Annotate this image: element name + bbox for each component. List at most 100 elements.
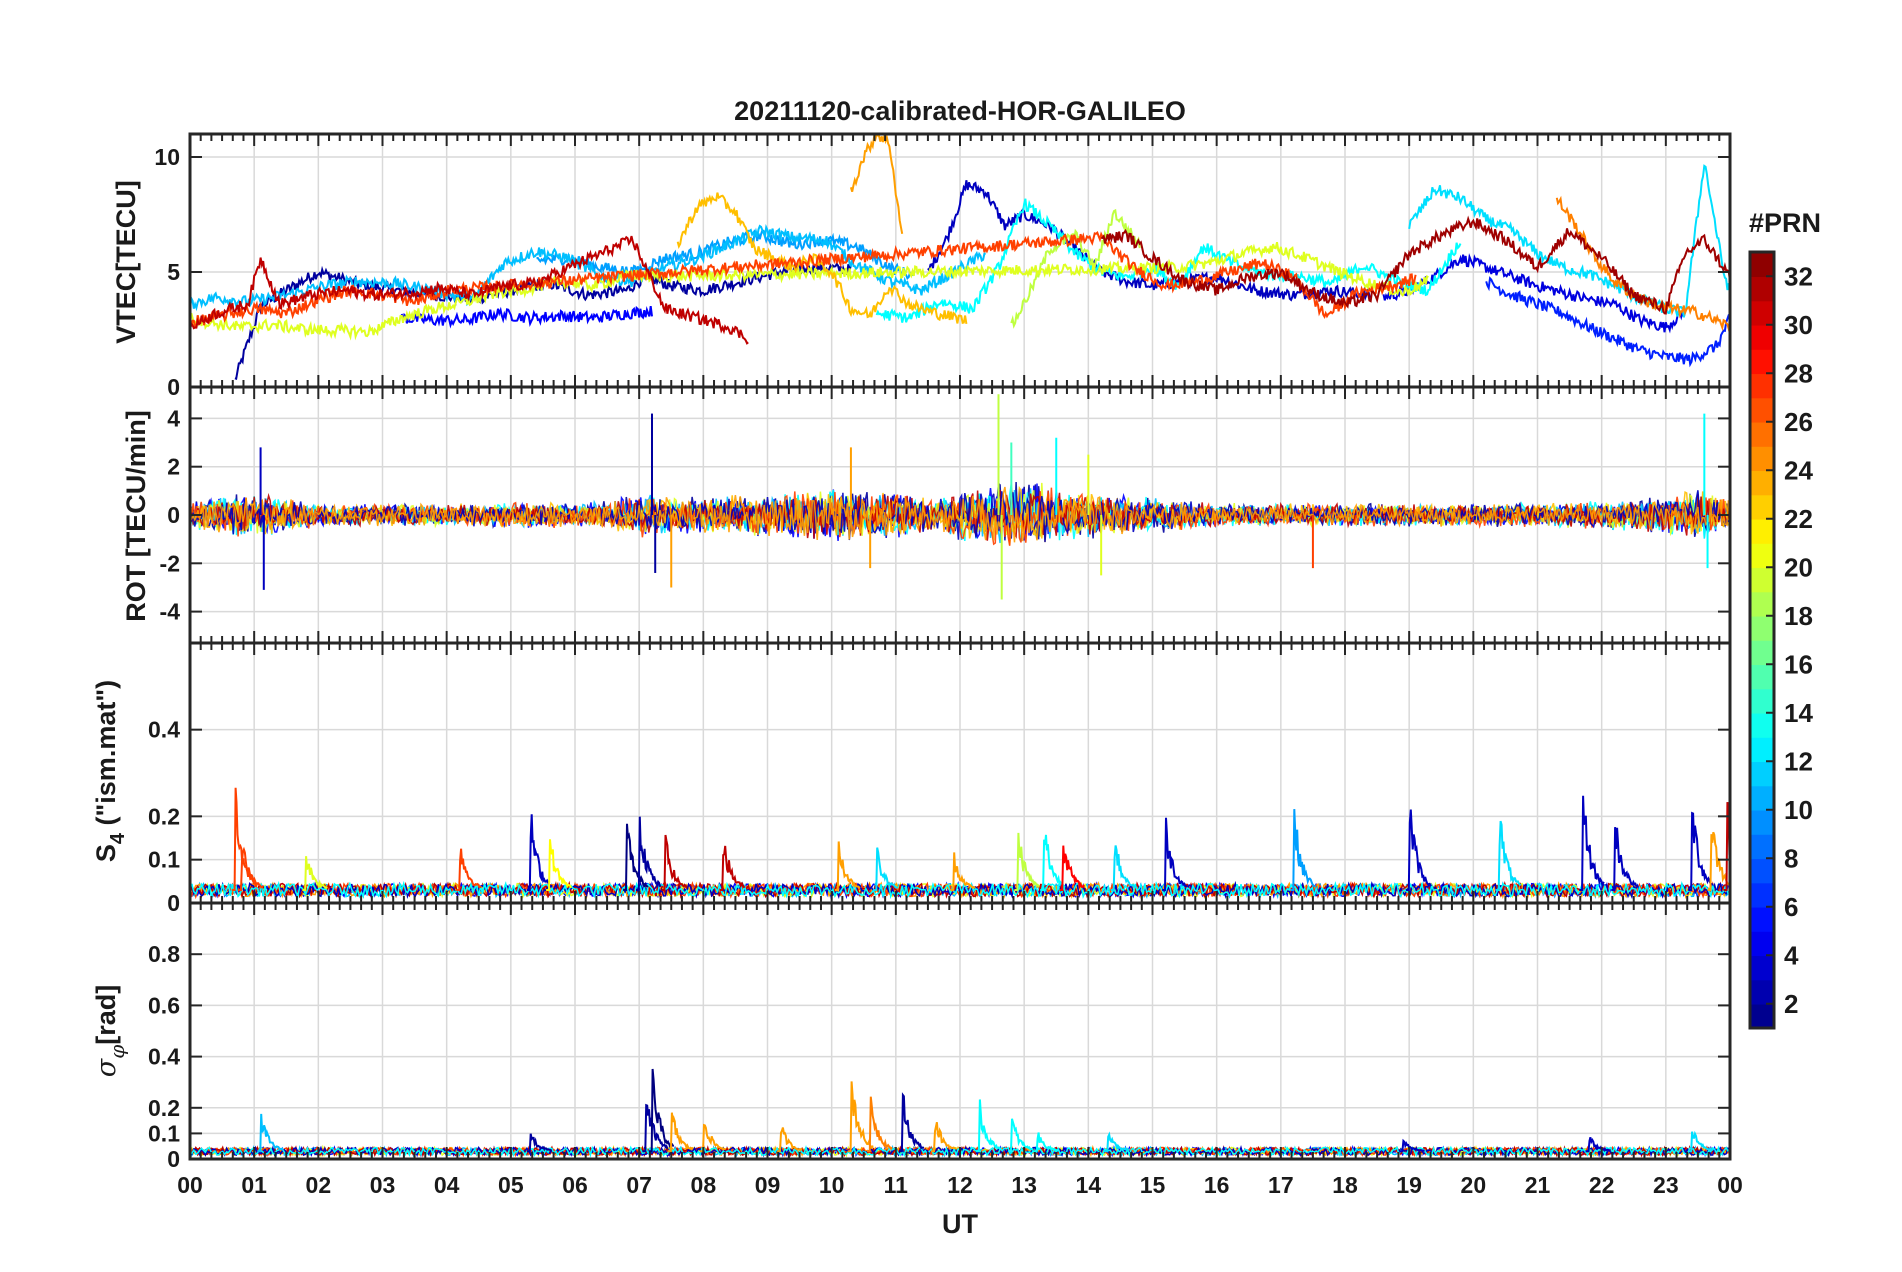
spike-prn-25 bbox=[867, 1096, 893, 1153]
spike-prn-13 bbox=[1033, 1132, 1059, 1153]
spike-prn-1 bbox=[623, 823, 649, 891]
y-tick-label: 0.1 bbox=[148, 847, 180, 873]
x-tick-label: 19 bbox=[1396, 1172, 1422, 1198]
colorbar-tick-label: 8 bbox=[1784, 843, 1798, 873]
spike-prn-12 bbox=[1110, 845, 1137, 891]
x-tick-label: 23 bbox=[1653, 1172, 1679, 1198]
spike-prn-12 bbox=[873, 847, 899, 891]
y-tick-label: 5 bbox=[167, 259, 180, 285]
spike-prn-3 bbox=[1406, 809, 1432, 891]
y-tick-label: 0.2 bbox=[148, 803, 180, 829]
spike-prn-3 bbox=[1585, 1137, 1611, 1153]
ylabel-sigma-phi: σφ[rad] bbox=[91, 985, 129, 1077]
ylabel-vtec: VTEC[TECU] bbox=[111, 180, 141, 344]
colorbar-title: #PRN bbox=[1749, 208, 1821, 238]
colorbar-segment bbox=[1750, 906, 1774, 932]
x-tick-label: 22 bbox=[1589, 1172, 1615, 1198]
colorbar-segment bbox=[1750, 276, 1774, 302]
colorbar-segment bbox=[1750, 252, 1774, 278]
x-tick-label: 00 bbox=[1717, 1172, 1743, 1198]
colorbar-segment bbox=[1750, 543, 1774, 569]
spike-prn-12 bbox=[1495, 820, 1522, 891]
colorbar-segment bbox=[1750, 397, 1774, 423]
plot-data bbox=[190, 134, 1730, 1158]
colorbar-segment bbox=[1750, 1003, 1774, 1029]
y-tick-label: 0.8 bbox=[148, 941, 180, 967]
panel-3-series bbox=[190, 1068, 1729, 1158]
axes-frames bbox=[188, 132, 1732, 1161]
y-tick-label: 0.2 bbox=[148, 1095, 180, 1121]
spike-prn-29 bbox=[1059, 845, 1086, 891]
spike-prn-11 bbox=[257, 1113, 284, 1153]
spike-prn-19 bbox=[1014, 832, 1040, 891]
vtec-series-prn-25 bbox=[1555, 195, 1730, 332]
colorbar-segment bbox=[1750, 979, 1774, 1005]
y-tick-label: 4 bbox=[167, 405, 180, 431]
colorbar-segment bbox=[1750, 567, 1774, 593]
x-tick-label: 21 bbox=[1525, 1172, 1551, 1198]
y-tick-label: 2 bbox=[167, 454, 180, 480]
spike-prn-20 bbox=[302, 856, 328, 891]
series-prn-13 bbox=[190, 880, 1729, 900]
y-tick-label: 0 bbox=[167, 890, 180, 916]
colorbar-tick-label: 16 bbox=[1784, 649, 1813, 679]
spike-prn-24 bbox=[931, 1121, 957, 1153]
colorbar-segment bbox=[1750, 858, 1774, 884]
colorbar-tick-label: 10 bbox=[1784, 795, 1813, 825]
vtec-series-prn-5 bbox=[400, 305, 653, 329]
spike-prn-2 bbox=[899, 1092, 925, 1153]
x-tick-label: 15 bbox=[1140, 1172, 1166, 1198]
colorbar-tick-label: 14 bbox=[1784, 698, 1813, 728]
x-tick-label: 00 bbox=[177, 1172, 203, 1198]
spike-prn-12 bbox=[1104, 1131, 1130, 1153]
colorbar-tick-label: 2 bbox=[1784, 989, 1798, 1019]
y-tick-label: 0.6 bbox=[148, 992, 180, 1018]
colorbar-segment bbox=[1750, 349, 1774, 375]
vtec-series-prn-24 bbox=[849, 134, 904, 234]
spike-prn-27 bbox=[231, 787, 258, 891]
spike-prn-31 bbox=[661, 834, 688, 891]
x-tick-label: 10 bbox=[819, 1172, 845, 1198]
colorbar-segment bbox=[1750, 761, 1774, 787]
x-tick-label: 14 bbox=[1076, 1172, 1102, 1198]
spike-prn-10 bbox=[1290, 809, 1317, 891]
spike-prn-2 bbox=[642, 1103, 669, 1153]
spike-prn-3 bbox=[1688, 811, 1714, 891]
colorbar-tick-label: 24 bbox=[1784, 455, 1813, 485]
x-tick-label: 17 bbox=[1268, 1172, 1294, 1198]
colorbar-segment bbox=[1750, 688, 1774, 714]
colorbar-segment bbox=[1750, 591, 1774, 617]
colorbar-tick-label: 6 bbox=[1784, 892, 1798, 922]
spike-prn-12 bbox=[1688, 1130, 1714, 1153]
colorbar-segment bbox=[1750, 421, 1774, 447]
spike-prn-13 bbox=[976, 1099, 1002, 1153]
rot-series-prn-24 bbox=[190, 486, 1730, 543]
x-tick-label: 06 bbox=[562, 1172, 588, 1198]
colorbar-segment bbox=[1750, 494, 1774, 520]
spike-prn-2 bbox=[636, 816, 662, 891]
colorbar-tick-label: 32 bbox=[1784, 261, 1813, 291]
spike-prn-24 bbox=[668, 1112, 694, 1153]
ylabel-s4-rest: ("ism.mat") bbox=[91, 680, 121, 833]
colorbar-segment bbox=[1750, 882, 1774, 908]
spike-prn-24 bbox=[847, 1081, 874, 1153]
spike-prn-27 bbox=[456, 848, 482, 891]
y-tick-label: 0 bbox=[167, 374, 180, 400]
spike-prn-3 bbox=[1399, 1138, 1425, 1153]
chart-title: 20211120-calibrated-HOR-GALILEO bbox=[734, 96, 1186, 126]
ylabel-sigma-rest: [rad] bbox=[91, 985, 121, 1045]
colorbar-segment bbox=[1750, 785, 1774, 811]
xlabel: UT bbox=[942, 1209, 978, 1239]
spike-prn-24 bbox=[777, 1127, 803, 1153]
x-tick-label: 03 bbox=[370, 1172, 396, 1198]
panel-0-series bbox=[190, 134, 1730, 380]
y-tick-label: -2 bbox=[160, 550, 180, 576]
colorbar-segment bbox=[1750, 615, 1774, 641]
colorbar-tick-label: 4 bbox=[1784, 940, 1799, 970]
colorbar-tick-label: 20 bbox=[1784, 552, 1813, 582]
y-tick-label: 0 bbox=[167, 1146, 180, 1172]
spike-prn-3 bbox=[1579, 795, 1605, 891]
colorbar-tick-label: 12 bbox=[1784, 746, 1813, 776]
